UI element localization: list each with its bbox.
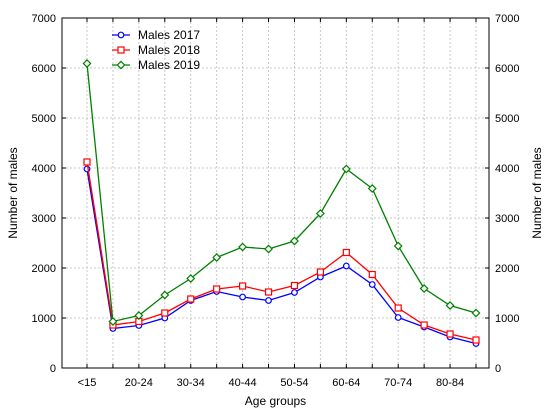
y-tick-label-left: 5000 bbox=[32, 113, 56, 125]
data-point-diamond bbox=[212, 253, 222, 262]
data-point-square bbox=[187, 295, 195, 303]
data-point-square bbox=[117, 46, 125, 54]
data-point-circle bbox=[239, 293, 247, 301]
legend-item: Males 2018 bbox=[112, 43, 200, 57]
data-point-diamond bbox=[116, 60, 126, 70]
x-tick-label: 40-44 bbox=[229, 377, 257, 389]
y-tick-label-right: 3000 bbox=[495, 213, 519, 225]
data-point-square bbox=[264, 288, 273, 296]
axes: 0 0 1000 1000 2000 2000 3000 3000 4000 4000 5000 50… bbox=[32, 13, 520, 389]
data-point-diamond bbox=[393, 241, 403, 251]
data-point-square bbox=[161, 309, 169, 317]
x-tick-label: 30-34 bbox=[177, 377, 205, 389]
y-tick-label-right: 4000 bbox=[495, 163, 519, 175]
x-tick-label: <15 bbox=[78, 377, 97, 389]
y-tick-label-left: 0 bbox=[50, 363, 56, 375]
series-line bbox=[86, 161, 477, 341]
data-point-circle bbox=[368, 281, 376, 288]
data-point-diamond bbox=[471, 308, 481, 318]
data-point-circle bbox=[265, 297, 272, 304]
data-point-circle bbox=[117, 31, 125, 39]
data-point-square bbox=[472, 336, 480, 344]
y-tick-label-right: 5000 bbox=[495, 113, 519, 125]
legend-label: Males 2018 bbox=[138, 43, 200, 57]
y-tick-label-right: 7000 bbox=[495, 13, 519, 25]
y-tick-label-left: 2000 bbox=[32, 263, 56, 275]
data-point-diamond bbox=[419, 284, 429, 293]
data-point-diamond bbox=[186, 274, 196, 283]
data-point-diamond bbox=[290, 236, 299, 246]
data-point-diamond bbox=[367, 184, 377, 193]
data-point-circle bbox=[291, 289, 298, 296]
data-point-diamond bbox=[160, 290, 170, 300]
series-3 bbox=[82, 59, 481, 326]
y-tick-label-left: 6000 bbox=[32, 63, 56, 75]
x-tick-label: 60-64 bbox=[332, 377, 360, 389]
x-tick-label: 50-54 bbox=[280, 377, 308, 389]
series-group bbox=[82, 59, 481, 347]
data-point-diamond bbox=[264, 244, 273, 254]
x-tick-label: 80-84 bbox=[436, 377, 464, 389]
y-tick-label-right: 2000 bbox=[495, 263, 519, 275]
y-axis-title-right: Number of males bbox=[530, 147, 544, 238]
data-point-square bbox=[316, 268, 324, 276]
series-line bbox=[86, 63, 477, 323]
y-tick-label-left: 4000 bbox=[32, 163, 56, 175]
y-tick-label-right: 1000 bbox=[495, 313, 519, 325]
legend-item: Males 2019 bbox=[112, 58, 200, 72]
x-tick-label: 20-24 bbox=[125, 377, 153, 389]
data-point-square bbox=[83, 158, 91, 166]
data-point-circle bbox=[394, 314, 402, 321]
y-tick-label-left: 3000 bbox=[32, 213, 56, 225]
legend-item: Males 2017 bbox=[112, 28, 200, 42]
data-point-circle bbox=[342, 262, 350, 270]
y-tick-label-right: 6000 bbox=[495, 63, 519, 75]
legend-label: Males 2017 bbox=[138, 28, 200, 42]
data-point-square bbox=[368, 270, 376, 279]
data-point-square bbox=[239, 282, 247, 290]
x-tick-label: 70-74 bbox=[384, 377, 412, 389]
y-tick-label-left: 1000 bbox=[32, 313, 56, 325]
series-line bbox=[86, 168, 477, 345]
data-point-diamond bbox=[82, 59, 92, 68]
plot-frame bbox=[61, 17, 490, 369]
data-point-diamond bbox=[341, 164, 351, 174]
data-point-square bbox=[213, 285, 221, 293]
data-point-square bbox=[420, 321, 428, 329]
data-point-diamond bbox=[315, 209, 325, 218]
legend-label: Males 2019 bbox=[138, 58, 200, 72]
y-tick-label-left: 7000 bbox=[32, 13, 56, 25]
grid-lines bbox=[62, 18, 489, 368]
data-point-square bbox=[342, 248, 350, 257]
data-point-diamond bbox=[108, 317, 118, 326]
data-point-square bbox=[394, 304, 402, 312]
data-point-diamond bbox=[238, 242, 248, 252]
data-point-square bbox=[290, 281, 299, 290]
y-tick-label-right: 0 bbox=[495, 363, 501, 375]
data-point-square bbox=[446, 330, 454, 338]
data-point-diamond bbox=[134, 311, 144, 320]
x-axis-title: Age groups bbox=[245, 394, 306, 408]
y-axis-title-left: Number of males bbox=[6, 147, 20, 238]
data-point-diamond bbox=[445, 301, 455, 310]
